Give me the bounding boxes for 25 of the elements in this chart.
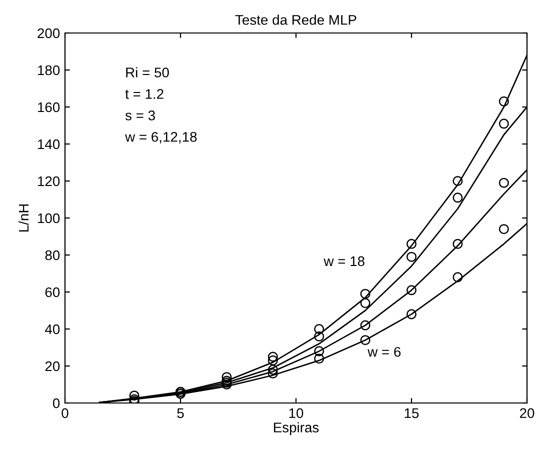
- annotation: w = 6: [368, 346, 401, 357]
- x-tick-label: 20: [520, 408, 534, 418]
- x-axis-title: Espiras: [274, 422, 319, 436]
- y-tick-label: 60: [45, 287, 60, 298]
- annotation: w = 6,12,18: [125, 132, 197, 144]
- y-tick-label: 120: [38, 176, 60, 186]
- y-tick-label: 180: [38, 65, 60, 76]
- annotation: s = 3: [125, 110, 155, 120]
- x-tick-label: 5: [177, 408, 184, 418]
- y-tick-label: 40: [45, 324, 60, 334]
- y-tick-label: 80: [45, 250, 60, 260]
- annotation: Ri = 50: [126, 67, 169, 78]
- y-tick-label: 140: [38, 139, 60, 150]
- annotation: w = 18: [324, 256, 364, 266]
- x-tick-label: 0: [62, 408, 68, 418]
- x-tick-label: 10: [289, 408, 304, 418]
- y-tick-label: 20: [45, 361, 60, 372]
- y-tick-label: 200: [38, 28, 60, 38]
- y-tick-label: 160: [38, 102, 60, 112]
- annotation: t = 1.2: [125, 89, 164, 99]
- y-tick-label: 0: [52, 398, 60, 408]
- chart-title: Teste da Rede MLP: [235, 14, 356, 25]
- y-tick-label: 100: [38, 213, 60, 224]
- x-tick-label: 15: [404, 408, 419, 418]
- y-axis-title: L/nH: [18, 204, 29, 232]
